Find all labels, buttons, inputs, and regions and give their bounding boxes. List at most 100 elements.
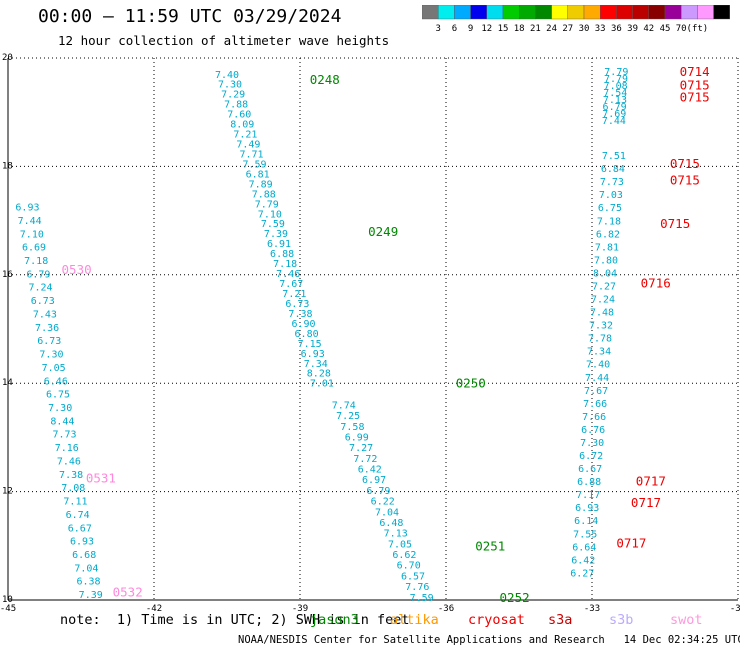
wave-height-point: 6.93 xyxy=(301,349,325,360)
wave-height-point: 6.81 xyxy=(246,169,270,180)
wave-height-point: 6.67 xyxy=(578,464,602,475)
wave-height-point: 7.69 xyxy=(602,109,626,120)
wave-height-point: 7.10 xyxy=(258,209,282,220)
legend-jason3: jason3 xyxy=(310,612,359,628)
pass-time-label: 0717 xyxy=(616,536,646,551)
wave-height-point: 6.75 xyxy=(46,390,70,401)
footnote: note: 1) Time is in UTC; 2) SWH is in fe… xyxy=(60,612,410,628)
x-tick-label: -30 xyxy=(730,604,740,614)
y-tick-label: 18 xyxy=(2,161,13,171)
wave-height-point: 7.13 xyxy=(384,529,408,540)
wave-height-point: 7.49 xyxy=(236,140,260,151)
pass-time-label: 0252 xyxy=(500,590,530,605)
pass-time-label: 0250 xyxy=(456,376,486,391)
pass-time-label: 0531 xyxy=(86,471,116,486)
wave-height-point: 6.79 xyxy=(366,486,390,497)
colorbar-label: 42 xyxy=(643,24,654,34)
wave-height-point: 6.38 xyxy=(77,577,101,588)
pass-time-label: 0249 xyxy=(368,224,398,239)
legend-s3a: s3a xyxy=(548,612,573,628)
wave-height-point: 7.71 xyxy=(239,149,263,160)
wave-height-point: 6.99 xyxy=(345,432,369,443)
colorbar-label: 21 xyxy=(530,24,541,34)
wave-height-point: 6.62 xyxy=(392,550,416,561)
wave-height-point: 6.27 xyxy=(570,568,594,579)
colorbar-label: 18 xyxy=(514,24,525,34)
wave-height-point: 8.28 xyxy=(307,369,331,380)
colorbar-legend: 3 6 9 12 15 18 21 24 27 30 33 36 39 42 45 70 (ft) xyxy=(422,5,731,34)
wave-height-point: 7.59 xyxy=(410,593,434,604)
wave-height-point: 7.43 xyxy=(33,309,57,320)
wave-height-point: 7.60 xyxy=(227,110,251,121)
pass-time-label: 0715 xyxy=(680,78,710,93)
colorbar-label: (ft) xyxy=(687,24,709,34)
wave-height-point: 6.93 xyxy=(15,203,39,214)
pass-time-label: 0716 xyxy=(641,275,671,290)
colorbar-label: 33 xyxy=(595,24,606,34)
wave-height-point: 7.01 xyxy=(310,379,334,390)
wave-height-point: 6.93 xyxy=(70,537,94,548)
wave-height-point: 7.18 xyxy=(24,256,48,267)
pass-time-label: 0248 xyxy=(310,72,340,87)
wave-height-point: 6.42 xyxy=(358,465,382,476)
wave-height-point: 7.08 xyxy=(604,81,628,92)
wave-height-point: 7.21 xyxy=(233,130,257,141)
wave-height-point: 7.44 xyxy=(18,216,42,227)
wave-height-point: 6.90 xyxy=(291,319,315,330)
wave-height-point: 6.69 xyxy=(22,243,46,254)
wave-height-point: 6.42 xyxy=(571,555,595,566)
y-tick-label: 10 xyxy=(2,595,13,605)
wave-height-point: 7.66 xyxy=(583,399,607,410)
wave-height-point: 6.88 xyxy=(577,477,601,488)
wave-height-point: 6.74 xyxy=(66,510,90,521)
wave-height-point: 7.34 xyxy=(587,347,611,358)
wave-height-point: 7.30 xyxy=(39,350,63,361)
chart-title: 00:00 – 11:59 UTC 03/29/2024 xyxy=(38,6,342,27)
wave-height-point: 6.68 xyxy=(72,550,96,561)
pass-time-label: 0251 xyxy=(475,538,505,553)
legend-swot: swot xyxy=(670,612,703,628)
wave-height-point: 7.88 xyxy=(224,100,248,111)
wave-height-point: 7.39 xyxy=(79,590,103,601)
wave-height-point: 6.88 xyxy=(270,249,294,260)
wave-height-point: 7.59 xyxy=(243,159,267,170)
wave-height-point: 7.72 xyxy=(353,454,377,465)
wave-height-point: 7.40 xyxy=(586,360,610,371)
pass-time-label: 0715 xyxy=(680,90,710,105)
wave-height-point: 7.29 xyxy=(221,90,245,101)
wave-height-point: 7.03 xyxy=(599,190,623,201)
wave-height-point: 7.46 xyxy=(57,456,81,467)
wave-height-point: 6.73 xyxy=(37,336,61,347)
wave-height-point: 7.48 xyxy=(590,308,614,319)
wave-height-point: 7.11 xyxy=(63,497,87,508)
wave-height-point: 6.93 xyxy=(575,503,599,514)
wave-height-point: 7.73 xyxy=(600,177,624,188)
wave-height-point: 6.64 xyxy=(572,542,596,553)
wave-height-point: 7.27 xyxy=(349,443,373,454)
wave-height-point: 7.04 xyxy=(375,507,399,518)
wave-height-point: 6.82 xyxy=(596,229,620,240)
wave-height-point: 7.15 xyxy=(298,339,322,350)
wave-height-point: 6.46 xyxy=(44,376,68,387)
wave-height-point: 6.57 xyxy=(401,571,425,582)
y-tick-label: 20 xyxy=(2,53,13,63)
wave-height-point: 7.66 xyxy=(582,412,606,423)
wave-height-point: 7.13 xyxy=(603,95,627,106)
wave-height-point: 7.21 xyxy=(282,289,306,300)
wave-height-point: 6.67 xyxy=(68,523,92,534)
pass-time-label: 0530 xyxy=(62,262,92,277)
wave-height-point: 7.81 xyxy=(595,242,619,253)
wave-height-point: 7.73 xyxy=(53,430,77,441)
pass-time-label: 0714 xyxy=(680,64,710,79)
wave-height-point: 6.80 xyxy=(295,329,319,340)
wave-height-point: 7.08 xyxy=(61,483,85,494)
colorbar-label: 27 xyxy=(562,24,573,34)
wave-height-point: 6.22 xyxy=(371,497,395,508)
wave-height-point: 6.84 xyxy=(601,164,625,175)
y-tick-label: 12 xyxy=(2,487,13,497)
wave-height-point: 7.46 xyxy=(276,269,300,280)
wave-height-point: 6.91 xyxy=(267,239,291,250)
wave-height-point: 7.27 xyxy=(592,281,616,292)
wave-height-point: 6.97 xyxy=(362,475,386,486)
